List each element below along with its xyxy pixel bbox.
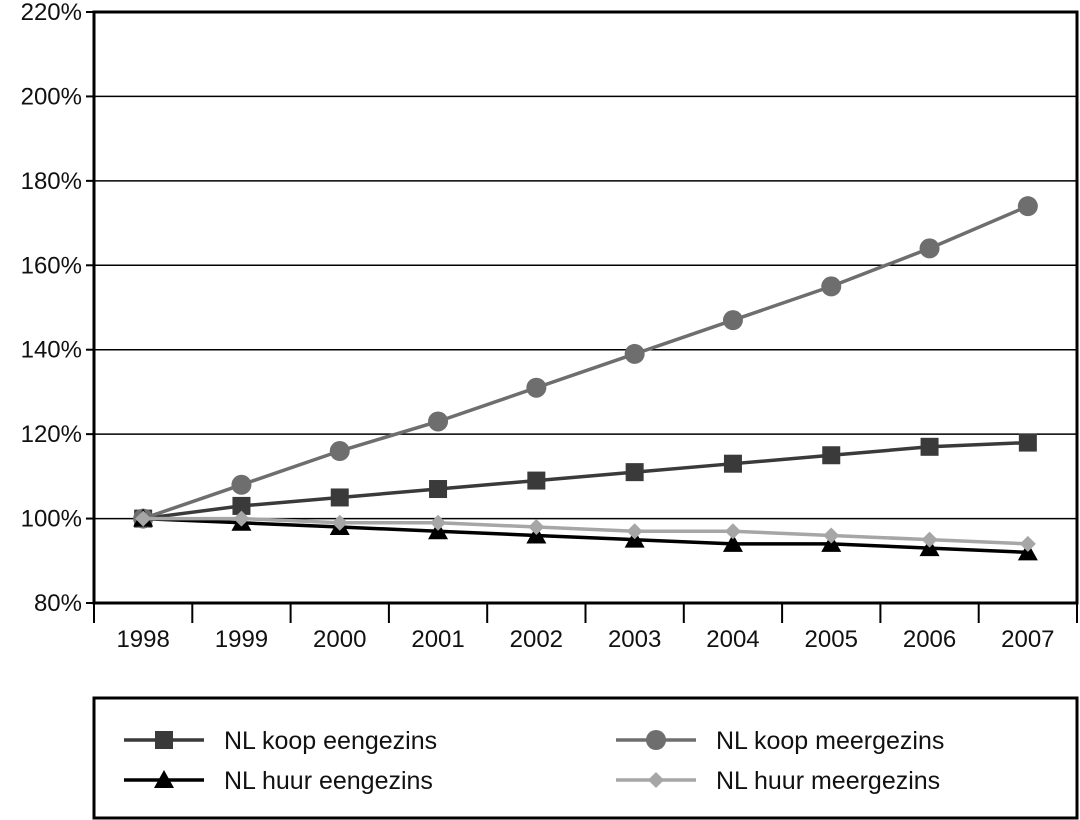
series-line — [142, 204, 1029, 521]
y-tick-label: 180% — [21, 168, 82, 195]
series-nl-koop-meergezins — [133, 196, 1038, 529]
y-tick-label: 200% — [21, 83, 82, 110]
data-point-diamond — [430, 514, 447, 531]
series-nl-huur-eengezins — [133, 508, 1038, 561]
series-nl-huur-meergezins — [135, 510, 1036, 552]
data-point-diamond — [1019, 535, 1036, 552]
data-point-circle — [919, 238, 940, 259]
data-point-circle — [646, 730, 666, 750]
series-line — [143, 516, 1028, 546]
data-point-square — [1018, 433, 1037, 452]
data-point-diamond — [648, 772, 664, 788]
legend-item: NL koop meergezins — [616, 727, 944, 755]
series-nl-koop-eengezins — [134, 433, 1037, 528]
legend-box — [92, 696, 1079, 820]
plot-frame — [92, 10, 1079, 605]
data-point-triangle — [154, 770, 174, 788]
y-tick-label: 140% — [21, 337, 82, 364]
data-point-square — [429, 480, 448, 499]
y-tick-label: 120% — [21, 421, 82, 448]
legend-item: NL koop eengezins — [124, 727, 437, 755]
data-point-diamond — [724, 523, 741, 540]
x-tick-label: 2000 — [313, 626, 366, 653]
y-tick-label: 160% — [21, 252, 82, 279]
data-point-square — [822, 446, 841, 465]
data-point-circle — [1017, 196, 1038, 217]
x-tick-label: 2005 — [805, 626, 858, 653]
y-tick-label: 220% — [21, 0, 82, 26]
y-tick-label: 100% — [21, 506, 82, 533]
legend-label: NL huur meergezins — [716, 767, 940, 795]
data-point-triangle — [722, 533, 743, 552]
x-tick-label: 2001 — [411, 626, 464, 653]
x-tick-label: 2003 — [608, 626, 661, 653]
legend-label: NL koop meergezins — [716, 727, 944, 755]
legend-item: NL huur eengezins — [124, 767, 433, 795]
x-tick-label: 2006 — [903, 626, 956, 653]
data-point-square — [920, 437, 939, 456]
data-point-circle — [329, 441, 350, 462]
data-point-square — [625, 463, 644, 482]
data-point-circle — [428, 411, 449, 432]
x-tick-label: 2004 — [706, 626, 759, 653]
data-point-diamond — [135, 510, 152, 527]
legend-label: NL koop eengezins — [224, 727, 437, 755]
data-point-circle — [821, 276, 842, 297]
x-tick-label: 2002 — [510, 626, 563, 653]
data-point-square — [155, 731, 173, 749]
data-point-square — [527, 471, 546, 490]
legend-item: NL huur meergezins — [616, 767, 940, 795]
data-point-diamond — [626, 523, 643, 540]
data-point-diamond — [528, 519, 545, 536]
legend: NL koop eengezins NL koop meergezins NL hu… — [124, 727, 944, 795]
data-point-circle — [624, 343, 645, 364]
data-point-diamond — [331, 514, 348, 531]
x-axis-ticks: 1998 1999 2000 2001 2002 2003 2004 2005 2006 2007 — [93, 603, 1078, 653]
data-point-square — [232, 496, 251, 515]
series-line — [142, 440, 1028, 521]
y-axis-ticks: 80% 100% 120% 140% 160% 180% 200% 220% — [21, 0, 94, 617]
data-point-circle — [231, 474, 252, 495]
y-tick-label: 80% — [34, 590, 82, 617]
x-tick-label: 2007 — [1001, 626, 1054, 653]
data-point-square — [723, 454, 742, 473]
x-tick-label: 1999 — [215, 626, 268, 653]
legend-label: NL huur eengezins — [224, 767, 433, 795]
data-point-diamond — [823, 527, 840, 544]
data-point-square — [330, 488, 349, 507]
data-point-diamond — [233, 510, 250, 527]
series-layer — [133, 196, 1038, 561]
data-point-circle — [722, 310, 743, 331]
x-tick-label: 1998 — [116, 626, 169, 653]
data-point-diamond — [921, 531, 938, 548]
data-point-circle — [526, 377, 547, 398]
series-line — [143, 516, 1028, 555]
